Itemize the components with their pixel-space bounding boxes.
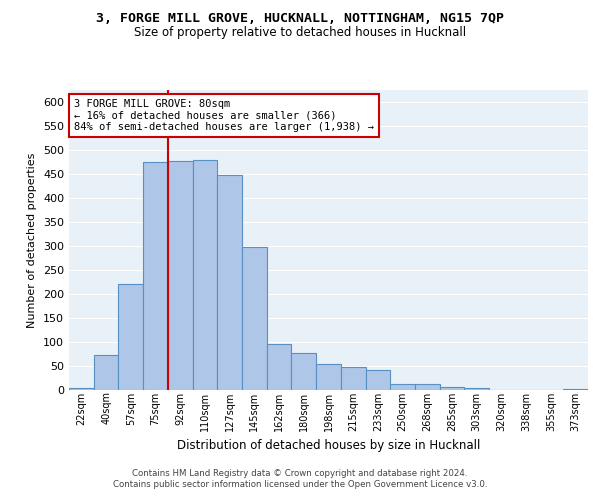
Bar	[440, 386, 464, 390]
Bar	[563, 388, 588, 390]
Text: Contains HM Land Registry data © Crown copyright and database right 2024.: Contains HM Land Registry data © Crown c…	[132, 468, 468, 477]
Bar	[292, 352, 316, 390]
Bar	[193, 160, 217, 390]
Text: 3, FORGE MILL GROVE, HUCKNALL, NOTTINGHAM, NG15 7QP: 3, FORGE MILL GROVE, HUCKNALL, NOTTINGHA…	[96, 12, 504, 26]
Bar	[94, 356, 118, 390]
Text: Size of property relative to detached houses in Hucknall: Size of property relative to detached ho…	[134, 26, 466, 39]
Text: 3 FORGE MILL GROVE: 80sqm
← 16% of detached houses are smaller (366)
84% of semi: 3 FORGE MILL GROVE: 80sqm ← 16% of detac…	[74, 99, 374, 132]
Bar	[143, 162, 168, 390]
Bar	[341, 368, 365, 390]
Bar	[217, 175, 242, 390]
Bar	[118, 284, 143, 390]
Bar	[267, 344, 292, 390]
Bar	[415, 384, 440, 390]
Bar	[390, 384, 415, 390]
Bar	[365, 370, 390, 390]
Bar	[316, 364, 341, 390]
X-axis label: Distribution of detached houses by size in Hucknall: Distribution of detached houses by size …	[177, 439, 480, 452]
Bar	[69, 388, 94, 390]
Text: Contains public sector information licensed under the Open Government Licence v3: Contains public sector information licen…	[113, 480, 487, 489]
Bar	[464, 388, 489, 390]
Bar	[242, 248, 267, 390]
Bar	[168, 160, 193, 390]
Y-axis label: Number of detached properties: Number of detached properties	[28, 152, 37, 328]
